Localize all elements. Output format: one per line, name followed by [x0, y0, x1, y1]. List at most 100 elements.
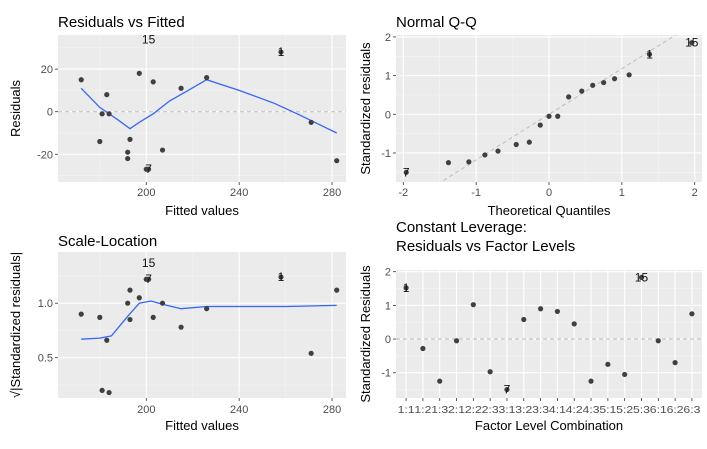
x-tick-label: 1 [619, 187, 625, 199]
x-tick-label: 6:2 [667, 404, 684, 416]
y-tick-label: 0 [47, 107, 53, 119]
chart-title: Residuals vs Fitted [58, 14, 185, 31]
x-tick-label: 6:3 [683, 404, 700, 416]
x-tick-label: 0 [546, 187, 552, 199]
data-point [125, 300, 131, 306]
x-tick-label: 3:2 [515, 404, 532, 416]
y-tick-label: 1 [385, 71, 391, 83]
x-tick-label: 240 [230, 404, 248, 416]
x-tick-label: 2:3 [482, 404, 499, 416]
y-tick-label: -20 [37, 149, 53, 161]
x-tick-label: 240 [230, 187, 248, 199]
x-tick-label: 2:2 [465, 404, 482, 416]
data-point [611, 76, 618, 82]
data-point [655, 338, 661, 344]
x-tick-label: -2 [398, 187, 408, 199]
data-point [689, 311, 695, 317]
x-tick-label: 200 [137, 404, 155, 416]
data-point [605, 361, 611, 367]
y-axis-label: √|Standardized residuals| [8, 252, 23, 398]
x-tick-label: 5:1 [599, 404, 616, 416]
data-point [145, 166, 152, 172]
panel-background [58, 35, 346, 182]
x-axis-label: Fitted values [165, 418, 239, 433]
y-axis-label: Standardized Residuals [358, 265, 373, 403]
data-point [482, 152, 488, 158]
x-tick-label: 2:1 [448, 404, 465, 416]
y-tick-label: 0 [385, 334, 391, 346]
x-tick-label: 5:3 [633, 404, 650, 416]
x-tick-label: 5:2 [616, 404, 633, 416]
data-point [403, 285, 409, 291]
data-point [125, 155, 131, 162]
data-point [136, 295, 142, 301]
x-tick-label: 3:1 [498, 404, 515, 416]
data-point [334, 158, 340, 164]
x-tick-label: 4:3 [583, 404, 600, 416]
smooth-line [80, 78, 337, 134]
y-tick-label: 1.0 [38, 298, 53, 310]
data-point [403, 169, 409, 175]
data-point [504, 386, 510, 393]
data-point [127, 136, 133, 142]
data-point [470, 302, 476, 308]
data-point [466, 159, 472, 165]
point-label: 7 [145, 272, 152, 286]
data-point [106, 111, 112, 117]
data-point [672, 360, 678, 366]
point-label: 1 [646, 47, 653, 61]
data-point [513, 141, 519, 148]
x-tick-label: -1 [471, 187, 481, 199]
data-point [646, 51, 653, 57]
data-point [487, 369, 493, 375]
point-label: 1 [278, 270, 285, 284]
data-point [579, 88, 585, 94]
x-axis-label: Fitted values [165, 203, 239, 218]
data-point [159, 147, 166, 153]
point-label: 15 [685, 36, 699, 50]
data-point [420, 345, 426, 352]
data-point [546, 113, 552, 119]
data-point [638, 274, 645, 281]
data-point [588, 378, 594, 384]
panel-background [58, 252, 346, 398]
data-point [106, 389, 112, 396]
data-point [689, 40, 695, 46]
y-tick-label: 2 [385, 267, 391, 279]
data-point [521, 316, 527, 323]
data-point [150, 79, 156, 85]
data-point [554, 308, 561, 315]
panel-background [396, 270, 702, 398]
data-point [159, 300, 166, 306]
y-tick-label: 20 [41, 64, 53, 76]
x-axis-label: Factor Level Combination [475, 418, 623, 433]
data-point [453, 338, 460, 344]
chart-title: Constant Leverage: [396, 219, 527, 236]
data-point [622, 371, 628, 378]
point-label: 1 [403, 281, 410, 295]
data-point [437, 378, 443, 384]
x-tick-label: 280 [323, 187, 341, 199]
x-tick-label: 3:3 [532, 404, 549, 416]
data-point [178, 85, 184, 91]
x-tick-label: 4:1 [549, 404, 566, 416]
data-point [334, 287, 340, 293]
point-label: 7 [403, 165, 410, 179]
x-tick-label: 200 [137, 187, 155, 199]
x-tick-label: 4:2 [566, 404, 583, 416]
data-point [526, 139, 532, 145]
data-point [308, 350, 314, 356]
y-axis-label: Residuals [8, 79, 23, 137]
point-label: 1 [278, 45, 285, 59]
data-point [590, 82, 596, 88]
point-label: 15 [142, 256, 156, 270]
y-axis-label: Standardized residuals [358, 42, 373, 175]
x-tick-label: 1:1 [398, 404, 415, 416]
data-point [495, 148, 501, 154]
y-tick-label: -1 [381, 368, 391, 380]
data-point [626, 72, 632, 78]
point-label: 7 [504, 383, 511, 397]
point-label: 15 [635, 270, 649, 284]
